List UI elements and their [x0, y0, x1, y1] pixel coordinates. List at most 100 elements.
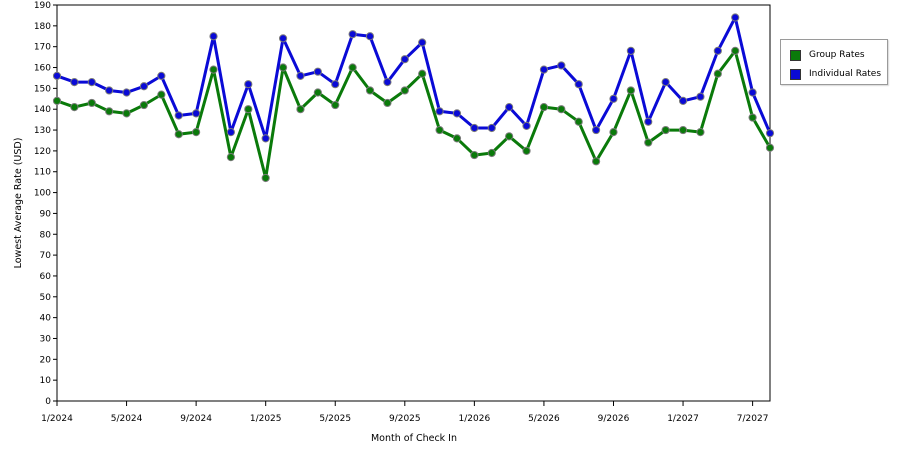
data-point-individual-rates — [487, 123, 496, 133]
data-point-group-rates — [157, 90, 166, 99]
data-point-group-rates — [574, 117, 583, 126]
data-point-group-rates — [244, 105, 253, 114]
data-point-group-rates — [139, 100, 149, 110]
y-axis-title: Lowest Average Rate (USD) — [13, 138, 24, 269]
data-point-individual-rates — [661, 78, 670, 87]
data-point-individual-rates — [522, 121, 531, 130]
legend-item-group-rates: Group Rates — [790, 48, 865, 62]
x-tick-label: 1/2025 — [250, 414, 282, 424]
data-point-group-rates — [609, 128, 618, 137]
y-tick-label: 30 — [40, 334, 52, 344]
data-point-group-rates — [278, 63, 288, 72]
axes — [56, 4, 771, 402]
legend-swatch-individual-rates — [790, 68, 801, 80]
data-point-group-rates — [261, 173, 270, 183]
data-point-group-rates — [522, 146, 531, 155]
data-point-group-rates — [348, 63, 357, 72]
y-tick-label: 40 — [40, 314, 52, 324]
y-tick-label: 180 — [34, 22, 51, 32]
y-tick-label: 0 — [45, 397, 51, 407]
data-point-individual-rates — [70, 78, 79, 87]
data-point-individual-rates — [365, 32, 375, 41]
y-tick-label: 150 — [34, 84, 51, 94]
x-tick-label: 1/2026 — [459, 414, 491, 424]
data-point-individual-rates — [139, 82, 149, 91]
data-point-group-rates — [209, 65, 218, 74]
x-tick-label: 9/2026 — [598, 414, 630, 424]
data-point-group-rates — [591, 157, 601, 166]
data-point-individual-rates — [731, 13, 740, 22]
data-point-group-rates — [452, 134, 462, 143]
data-point-group-rates — [418, 69, 427, 78]
y-tick-label: 190 — [34, 1, 51, 11]
data-point-group-rates — [470, 150, 479, 160]
data-point-individual-rates — [696, 92, 705, 101]
y-tick-label: 70 — [40, 251, 52, 261]
data-point-group-rates — [557, 105, 566, 114]
y-tick-label: 100 — [34, 189, 51, 199]
legend-label-group-rates: Group Rates — [809, 50, 865, 60]
data-point-individual-rates — [626, 46, 635, 55]
data-point-group-rates — [505, 132, 514, 141]
x-axis-title: Month of Check In — [371, 433, 457, 444]
data-point-individual-rates — [435, 107, 444, 116]
data-point-individual-rates — [539, 65, 549, 74]
data-point-group-rates — [661, 125, 670, 135]
data-point-individual-rates — [470, 123, 479, 133]
data-series — [52, 13, 775, 183]
series-line-individual-rates — [56, 16, 772, 140]
data-point-individual-rates — [105, 86, 114, 95]
series-group-rates — [52, 46, 775, 183]
y-tick-label: 50 — [40, 293, 52, 303]
data-point-group-rates — [713, 69, 722, 78]
series-individual-rates — [52, 13, 775, 143]
data-point-individual-rates — [244, 80, 253, 89]
data-point-group-rates — [678, 125, 688, 135]
data-point-individual-rates — [174, 111, 183, 120]
x-tick-label: 5/2025 — [319, 414, 351, 424]
data-point-individual-rates — [644, 117, 653, 126]
data-point-individual-rates — [713, 46, 722, 55]
data-point-individual-rates — [122, 88, 131, 97]
y-tick-label: 80 — [40, 230, 52, 240]
y-tick-label: 110 — [34, 168, 51, 178]
y-tick-label: 130 — [34, 126, 51, 136]
data-point-group-rates — [313, 88, 322, 97]
y-tick-label: 140 — [34, 105, 51, 115]
data-point-individual-rates — [261, 134, 270, 143]
data-point-individual-rates — [765, 129, 775, 138]
x-tick-label: 9/2025 — [389, 414, 421, 424]
data-point-individual-rates — [226, 128, 236, 137]
data-point-group-rates — [435, 125, 444, 135]
data-point-group-rates — [105, 107, 114, 116]
data-point-individual-rates — [52, 71, 62, 80]
chart-legend: Group Rates Individual Rates — [780, 39, 888, 85]
legend-label-individual-rates: Individual Rates — [809, 69, 882, 79]
data-point-group-rates — [626, 86, 635, 95]
data-point-group-rates — [331, 100, 340, 110]
data-point-individual-rates — [209, 32, 218, 41]
data-point-group-rates — [226, 153, 236, 162]
y-tick-label: 20 — [40, 355, 52, 365]
data-point-individual-rates — [400, 55, 409, 64]
data-point-individual-rates — [348, 30, 357, 39]
y-tick-label: 120 — [34, 147, 51, 157]
data-point-individual-rates — [748, 88, 757, 97]
x-axis-ticks: 1/2024 5/2024 9/2024 1/2025 5/2025 9/2025 1/20… — [41, 401, 768, 424]
data-point-individual-rates — [505, 103, 514, 112]
data-point-group-rates — [748, 113, 757, 122]
data-point-individual-rates — [678, 96, 688, 105]
data-point-individual-rates — [591, 125, 601, 135]
data-point-group-rates — [400, 86, 409, 95]
x-tick-label: 5/2026 — [528, 414, 560, 424]
data-point-group-rates — [644, 138, 653, 147]
x-tick-label: 1/2024 — [41, 414, 73, 424]
x-tick-label: 5/2024 — [111, 414, 143, 424]
data-point-individual-rates — [574, 80, 583, 89]
data-point-individual-rates — [313, 67, 322, 76]
data-point-group-rates — [296, 105, 305, 114]
y-axis-ticks: 0 10 20 30 40 50 60 70 80 90 100 110 120 130 140 150 160… — [34, 1, 57, 407]
data-point-individual-rates — [192, 109, 201, 118]
data-point-group-rates — [70, 103, 79, 112]
data-point-group-rates — [539, 103, 549, 112]
